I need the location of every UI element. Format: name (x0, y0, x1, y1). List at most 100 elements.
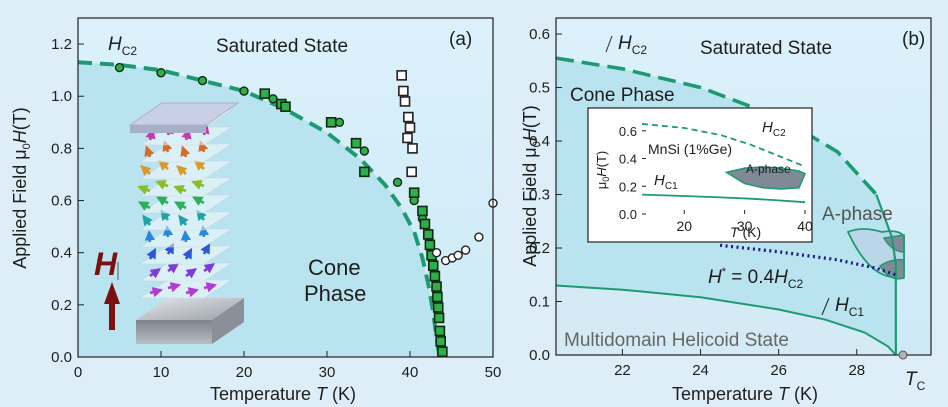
panel-a-cone-label-line2: Phase (304, 281, 366, 306)
panel-a-x-axis-label: Temperature T (K) (210, 384, 356, 404)
data-point-square-filled (325, 117, 337, 128)
spin-arrow (144, 145, 155, 158)
data-point-square-open (398, 85, 409, 97)
panel-a-y-tick-label: 1.0 (51, 88, 72, 105)
data-point-square-filled (280, 101, 291, 112)
data-point-square-filled (432, 302, 444, 313)
substrate-front (136, 320, 212, 344)
spin-arrow (200, 242, 211, 255)
spin-arrow (176, 165, 188, 176)
panel-b-hc2-solid-segment (875, 194, 897, 356)
inset-y-axis-label: μ0H(T) (594, 151, 611, 190)
h-field-label: H (94, 246, 118, 282)
panel-a-y-axis-label: Applied Field μ0H(T) (10, 107, 33, 269)
data-point-circle-open (460, 245, 471, 255)
panel-a-x-tick-label: 20 (236, 364, 253, 381)
inset-x-tick-label: 30 (737, 218, 753, 234)
spin-arrow (144, 229, 156, 243)
data-point-square-open (406, 166, 417, 178)
spin-arrow (149, 268, 162, 279)
panel-b-hc1-pointer (821, 297, 830, 316)
panel-a-x-tick-label: 50 (485, 364, 502, 381)
data-point-square-filled (350, 137, 362, 149)
panel-b-cone-label: Cone Phase (570, 85, 675, 106)
spin-arrow (142, 214, 153, 227)
data-point-square-open (407, 143, 418, 154)
spin-arrow (146, 247, 157, 260)
panel-a-y-tick-label: 1.2 (51, 36, 72, 53)
panel-b-hc2-label: HC2 (618, 33, 647, 57)
data-point-square-open (402, 132, 413, 144)
panel-b: 22 24 26 28 0.0 0.1 0.2 0.3 0.4 0.5 0.6 HC2 Satura… (520, 17, 932, 404)
inset-a-phase-pocket (724, 166, 807, 190)
panel-b-aphase-label: A-phase (822, 204, 893, 225)
panel-b-saturated-label: Saturated State (700, 38, 832, 59)
spin-arrow (137, 184, 151, 195)
panel-b-hc1-line (555, 284, 897, 356)
data-point-square-filled (435, 336, 447, 347)
panel-b-hc1-label: HC1 (835, 295, 864, 319)
panel-a-x-tick-label: 0 (74, 364, 82, 381)
panel-a-x-tick-label: 30 (319, 364, 336, 381)
spin-arrow (203, 282, 218, 293)
inset-material-label: MnSi (1%Ge) (648, 141, 732, 157)
a-phase-pocket-grey-1 (882, 234, 905, 253)
spin-arrow (174, 201, 187, 211)
data-point-circle-filled (156, 68, 166, 78)
data-point-circle-filled (334, 117, 345, 128)
spin-arrow (194, 160, 206, 171)
panel-b-axes-frame (555, 17, 932, 356)
inset-aphase-label: A-phase (746, 162, 791, 176)
panel-b-x-tick-label: 28 (848, 362, 865, 379)
panel-a: H 0 10 20 30 40 50 0.0 0.2 0.4 0.6 0.8 1.0 1.2 HC2 S… (10, 17, 501, 404)
data-point-square-filled (259, 88, 271, 99)
data-point-circle-filled (114, 62, 125, 73)
panel-a-ticks: 0 10 20 30 40 50 0.0 0.2 0.4 0.6 0.8 1.0 1.2 (51, 36, 501, 381)
panel-b-label: (b) (902, 29, 925, 50)
data-point-circle-filled (392, 177, 403, 187)
panel-a-hc2-label: HC2 (108, 34, 137, 58)
spin-arrow (162, 224, 174, 238)
data-point-square-filled (433, 312, 445, 324)
panel-b-hc2-line (555, 56, 878, 196)
panel-b-y-tick-label: 0.1 (529, 294, 550, 311)
inset-x-tick-label: 40 (797, 218, 813, 234)
panel-b-a-phase-pocket (846, 228, 905, 280)
field-direction-arrow (104, 282, 120, 330)
panel-a-cone-region (78, 62, 440, 358)
panel-b-hstar-label: H* = 0.4HC2 (708, 266, 803, 291)
panel-b-x-axis-label: Temperature T (K) (672, 384, 818, 404)
spin-arrow (156, 196, 169, 206)
data-point-square-filled (408, 187, 420, 199)
data-point-square-filled (422, 229, 434, 240)
spin-arrow (185, 287, 200, 298)
helix-illustration: H (94, 102, 244, 344)
spin-arrow (180, 229, 192, 243)
panel-b-y-tick-label: 0.0 (529, 347, 550, 364)
inset-hc2-line (641, 123, 806, 168)
data-point-circle-open (453, 250, 463, 261)
panel-a-y-tick-label: 0.8 (51, 140, 72, 157)
inset-ticks: 20 30 40 0.0 0.2 0.4 0.6 (619, 124, 813, 234)
capping-plate-edge (130, 125, 206, 133)
spin-arrow (138, 201, 151, 211)
spin-arrow (198, 140, 209, 153)
spin-arrow (192, 196, 205, 206)
data-point-square-filled (424, 239, 436, 251)
tc-marker (898, 350, 908, 360)
data-point-square-open (403, 111, 414, 123)
data-point-circle-filled (268, 94, 278, 104)
panel-b-inset: 20 30 40 0.0 0.2 0.4 0.6 HC2 MnSi (1%Ge) A-pha… (587, 107, 813, 243)
substrate-side (212, 298, 244, 344)
panel-b-y-axis-label: Applied Field μ0H(T) (520, 105, 543, 267)
inset-y-tick-label: 0.0 (619, 207, 637, 222)
panel-b-y-tick-label: 0.2 (529, 240, 550, 257)
inset-x-tick-label: 20 (676, 218, 692, 234)
panel-a-data-markers (114, 62, 498, 358)
panel-b-x-tick-label: 24 (692, 362, 709, 379)
panel-a-label: (a) (449, 29, 472, 50)
data-point-square-filled (359, 166, 370, 178)
data-point-square-filled (417, 205, 428, 217)
panel-b-y-tick-label: 0.5 (529, 80, 550, 97)
spin-arrow (191, 179, 205, 190)
